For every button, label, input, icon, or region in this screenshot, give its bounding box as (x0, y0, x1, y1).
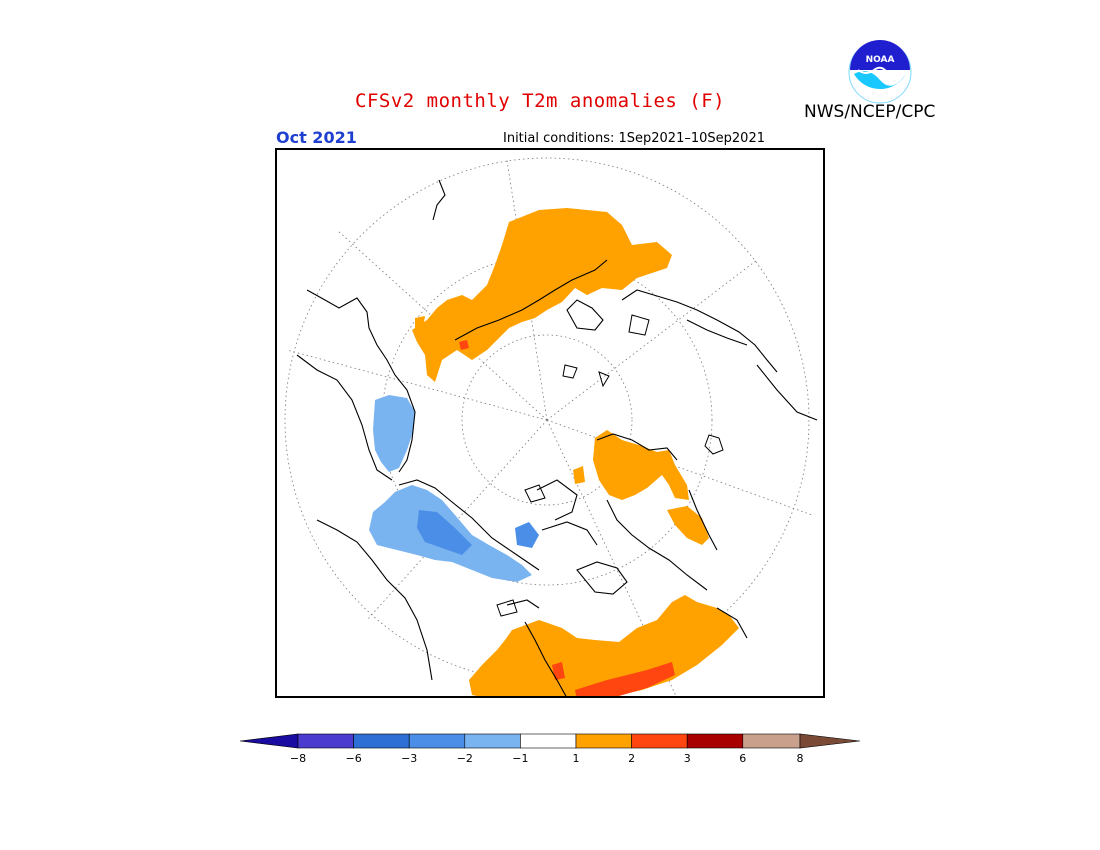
cold-core-western-canada (417, 510, 472, 555)
hot-spot-eurasia (459, 340, 469, 350)
colorbar-tick-label: −6 (345, 752, 362, 765)
svg-text:NOAA: NOAA (866, 55, 895, 65)
colorbar-arrow-low (240, 733, 299, 749)
noaa-logo: NOAA (848, 40, 912, 104)
colorbar-swatch-2 (353, 733, 410, 749)
colorbar-tick-label: −8 (289, 752, 307, 765)
colorbar-swatch-1 (297, 733, 354, 749)
colorbar-tick-label: 3 (683, 752, 691, 765)
colorbar-swatch-5 (520, 733, 577, 749)
colorbar-swatch-7 (631, 733, 688, 749)
colorbar-swatch-9 (742, 733, 801, 749)
hot-region-southeast-us (575, 662, 675, 696)
colorbar-tick-label: 8 (796, 752, 804, 765)
colorbar-tick-label: −2 (456, 752, 473, 765)
hot-spot-us-small (552, 662, 565, 680)
cold-region-hudson (515, 522, 539, 548)
map-panel (275, 148, 825, 698)
warm-region-scandinavia (593, 430, 689, 500)
target-month: Oct 2021 (276, 128, 357, 147)
colorbar-swatch-3 (408, 733, 466, 749)
islands (496, 314, 724, 617)
colorbar-arrow-high (799, 733, 860, 749)
warm-region-eurasia (412, 208, 672, 382)
colorbar-tick-label: 1 (572, 752, 580, 765)
colorbar-swatch-8 (686, 733, 744, 749)
cold-region-alaska (373, 395, 415, 472)
colorbar-tick-label: 6 (739, 752, 747, 765)
warm-region-eurasia-tip (415, 316, 425, 328)
initial-conditions: Initial conditions: 1Sep2021–10Sep2021 (503, 131, 765, 146)
agency-label: NWS/NCEP/CPC (804, 102, 936, 122)
coastlines (296, 179, 818, 696)
chart-title: CFSv2 monthly T2m anomalies (F) (355, 90, 726, 112)
colorbar-swatch-6 (575, 733, 632, 749)
colorbar-swatch-4 (464, 733, 521, 749)
warm-region-small (573, 466, 585, 484)
polar-map (284, 157, 818, 696)
colorbar (240, 733, 860, 749)
colorbar-tick-label: −3 (401, 752, 418, 765)
warm-region-baltic (667, 506, 709, 545)
colorbar-tick-label: −1 (512, 752, 529, 765)
colorbar-tick-label: 2 (628, 752, 636, 765)
